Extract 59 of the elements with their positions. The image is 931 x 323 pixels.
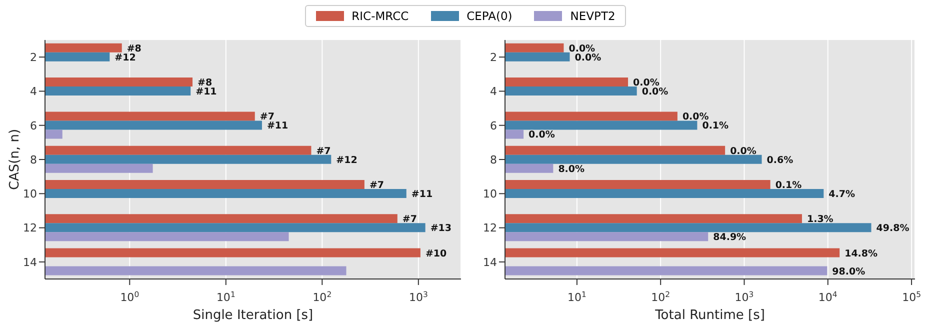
y-tick-label: 6	[30, 119, 37, 132]
annotation: 0.0%	[568, 43, 596, 54]
y-tick-label: 4	[490, 85, 497, 98]
annotation: #7	[260, 112, 274, 123]
x-axis-title: Total Runtime [s]	[654, 308, 765, 323]
y-tick-label: 2	[30, 50, 37, 64]
y-tick-label: 14	[23, 256, 37, 269]
annotation: #8	[198, 78, 212, 89]
annotation: #7	[316, 146, 331, 157]
annotation: 8.0%	[558, 164, 586, 175]
annotation: #11	[411, 188, 433, 200]
x-tick-label: 10$^{2}$	[651, 290, 670, 304]
y-tick-label: 10	[483, 188, 497, 201]
annotation: 0.0%	[642, 86, 669, 98]
annotation: #12	[114, 52, 136, 64]
y-tick-label: 10	[23, 188, 37, 201]
x-tick-label: 10$^{1}$	[216, 290, 236, 304]
y-axis-title: CAS(n, n)	[8, 128, 23, 190]
annotation: #10	[425, 248, 448, 260]
annotation: 0.0%	[528, 130, 556, 141]
annotation: 0.0%	[730, 146, 757, 157]
annotation: #8	[126, 43, 142, 54]
annotation: 0.6%	[766, 154, 794, 166]
x-tick-label: 10$^{3}$	[408, 290, 428, 304]
y-tick-label: 12	[483, 222, 497, 235]
annotation: #12	[336, 154, 358, 166]
y-tick-label: 8	[490, 153, 497, 166]
annotation: 4.7%	[828, 188, 856, 200]
y-tick-label: 12	[23, 222, 37, 235]
x-tick-label: 10$^{2}$	[312, 290, 332, 304]
legend-label: RIC-MRCC	[352, 9, 409, 23]
y-tick-label: 8	[30, 153, 37, 166]
annotation: #7	[369, 180, 384, 191]
annotation: 98.0%	[832, 266, 866, 278]
y-tick-label: 4	[30, 85, 37, 98]
annotation: 84.9%	[713, 232, 747, 244]
annotation: #11	[196, 86, 217, 98]
annotation: 0.1%	[775, 180, 802, 191]
y-tick-label: 2	[490, 50, 497, 64]
annotation: 0.0%	[682, 112, 710, 123]
annotation: #11	[266, 120, 288, 132]
x-tick-label: 10$^{3}$	[734, 290, 754, 304]
annotation: 0.0%	[574, 52, 602, 64]
annotation: #7	[402, 214, 417, 226]
x-tick-label: 10$^{5}$	[902, 290, 922, 304]
annotation: 0.1%	[702, 120, 730, 132]
annotation: 14.8%	[844, 248, 878, 260]
y-tick-label: 14	[483, 256, 497, 269]
x-axis-title: Single Iteration [s]	[192, 308, 314, 323]
annotation: 0.0%	[633, 78, 660, 89]
x-tick-label: 10$^{1}$	[567, 290, 586, 304]
legend-label: CEPA(0)	[466, 9, 512, 23]
annotation: #13	[430, 223, 452, 234]
x-tick-label: 10$^{4}$	[818, 290, 838, 304]
annotation: 1.3%	[806, 214, 834, 226]
annotation: 49.8%	[876, 223, 910, 234]
x-tick-label: 10$^{0}$	[120, 290, 140, 304]
y-tick-label: 6	[490, 119, 497, 132]
legend-label: NEVPT2	[570, 9, 616, 23]
